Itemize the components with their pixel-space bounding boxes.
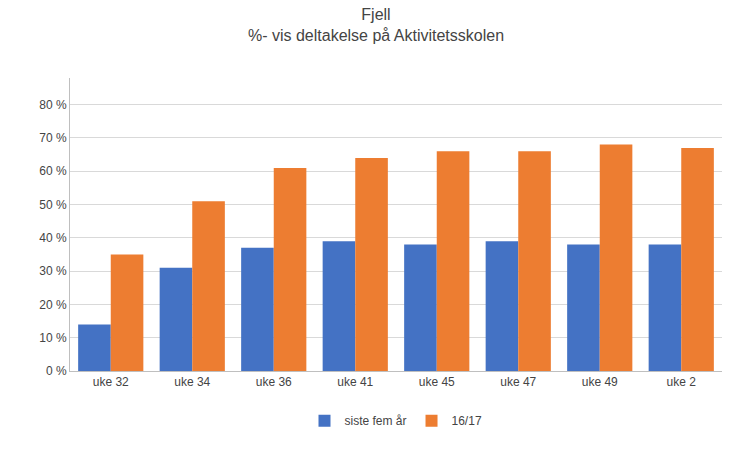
svg-text:20 %: 20 % bbox=[39, 298, 67, 312]
svg-text:uke 41: uke 41 bbox=[337, 375, 373, 389]
svg-text:uke 32: uke 32 bbox=[93, 375, 129, 389]
svg-text:70 %: 70 % bbox=[39, 131, 67, 145]
svg-text:40 %: 40 % bbox=[39, 231, 67, 245]
svg-text:10 %: 10 % bbox=[39, 331, 67, 345]
svg-text:uke 2: uke 2 bbox=[667, 375, 697, 389]
svg-text:16/17: 16/17 bbox=[452, 414, 482, 428]
svg-text:uke 49: uke 49 bbox=[582, 375, 618, 389]
svg-text:50 %: 50 % bbox=[39, 198, 67, 212]
svg-text:80 %: 80 % bbox=[39, 98, 67, 112]
svg-text:uke 45: uke 45 bbox=[419, 375, 455, 389]
svg-text:0 %: 0 % bbox=[46, 364, 67, 378]
svg-text:30 %: 30 % bbox=[39, 264, 67, 278]
svg-text:uke 47: uke 47 bbox=[500, 375, 536, 389]
svg-text:60 %: 60 % bbox=[39, 164, 67, 178]
svg-text:uke 36: uke 36 bbox=[256, 375, 292, 389]
svg-text:Fjell%- vis deltakelse på Akti: Fjell%- vis deltakelse på Aktivitetsskol… bbox=[248, 6, 504, 44]
svg-text:uke 34: uke 34 bbox=[174, 375, 210, 389]
svg-text:siste fem år: siste fem år bbox=[345, 414, 407, 428]
